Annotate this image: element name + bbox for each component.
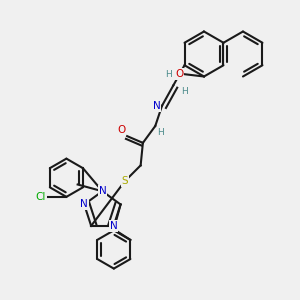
Text: N: N	[80, 200, 88, 209]
Text: H: H	[181, 87, 188, 96]
Text: N: N	[98, 186, 106, 196]
Text: O: O	[117, 124, 126, 135]
Text: Cl: Cl	[35, 192, 46, 202]
Text: H: H	[166, 70, 172, 79]
Text: N: N	[153, 101, 160, 111]
Text: H: H	[157, 128, 164, 137]
Text: N: N	[110, 221, 118, 231]
Text: S: S	[122, 176, 128, 186]
Text: O: O	[175, 69, 183, 79]
